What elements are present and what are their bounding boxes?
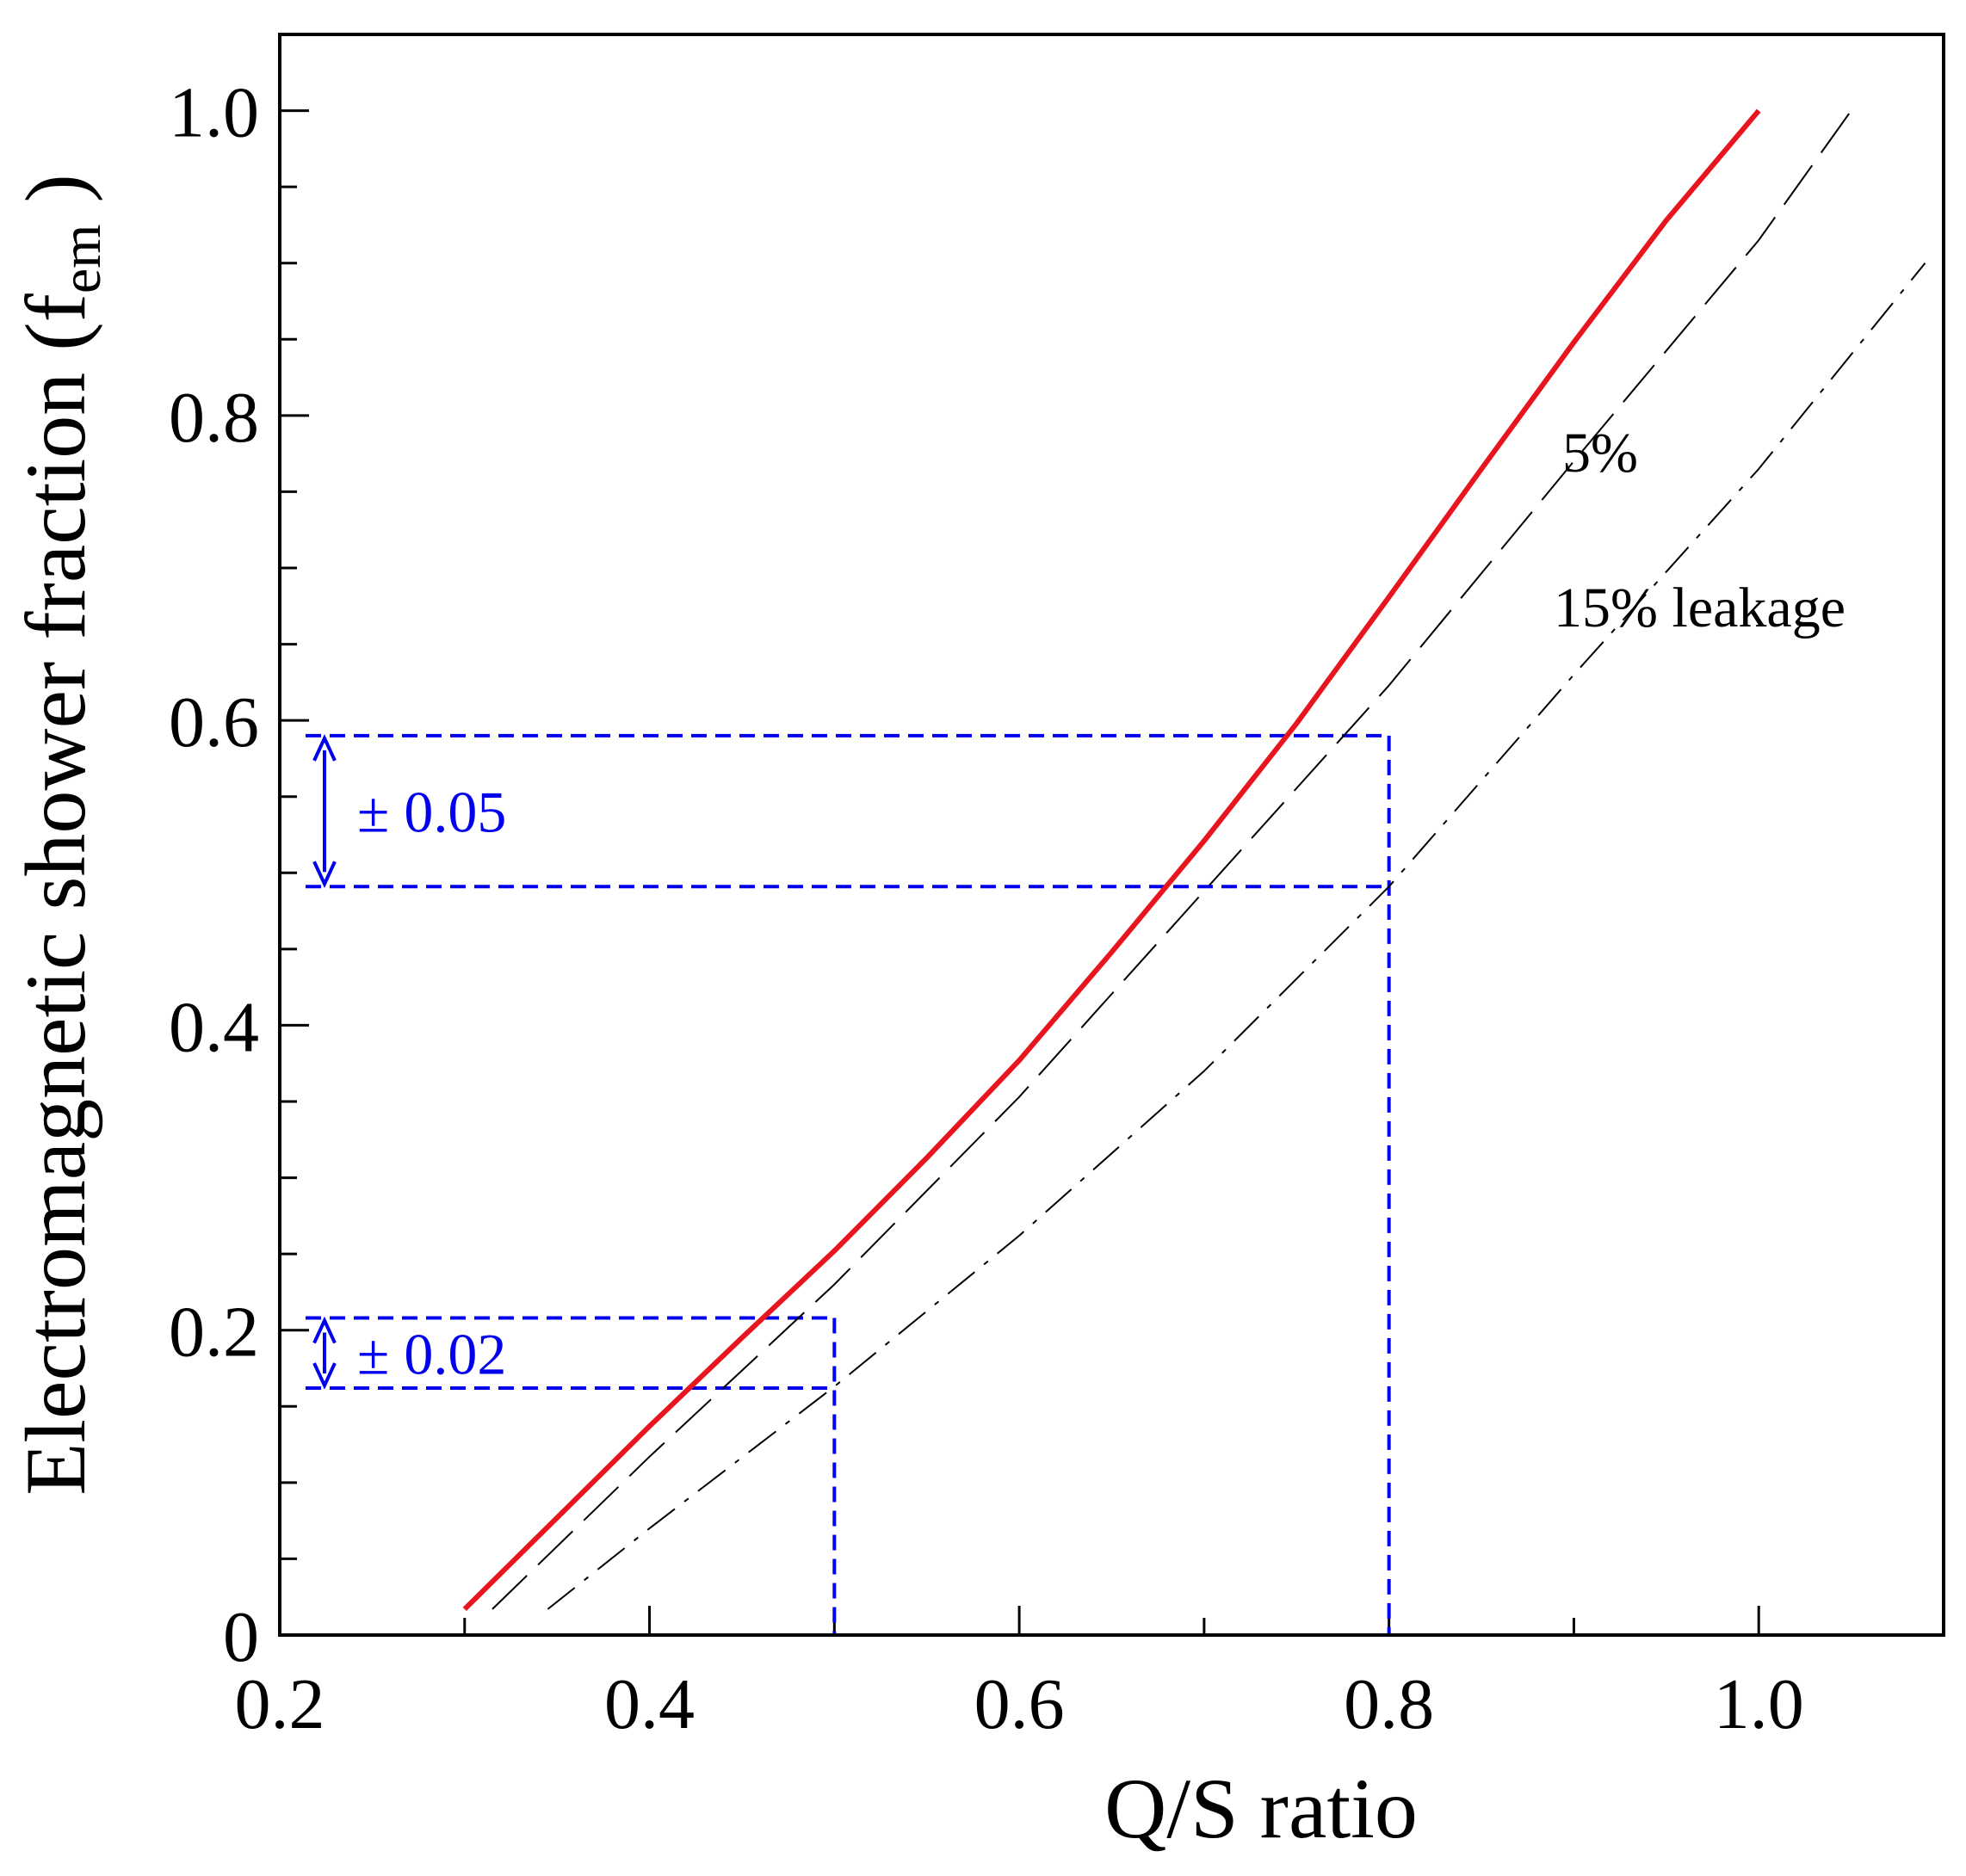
y-tick-label: 0.8: [169, 378, 259, 458]
tick-labels: 0.2 0.4 0.6 0.8 1.000.20.40.60.81.0: [169, 73, 1804, 1744]
y-axis-title-symbol: f: [8, 293, 103, 322]
y-tick-label: 0.2: [169, 1293, 259, 1373]
y-tick-label: 0.6: [169, 682, 259, 762]
x-tick-label: 1.0: [1714, 1664, 1804, 1744]
y-tick-label: 0: [223, 1597, 259, 1677]
band-low-arrow-head-up: [312, 1316, 337, 1344]
y-axis-title-subscript: em: [50, 225, 113, 294]
x-tick-label: 0.4: [604, 1664, 695, 1744]
x-axis-title: Q/S ratio: [1104, 1761, 1418, 1856]
y-tick-label: 0.4: [169, 987, 259, 1067]
annotation-lines: [306, 733, 1391, 1635]
series-lines: [462, 108, 1926, 1612]
curve-label-15: 15% leakage: [1554, 577, 1845, 639]
series-line-15pct: [547, 262, 1926, 1610]
band-high-arrow-head-up: [312, 734, 337, 762]
band-low-arrow-head-down: [312, 1362, 337, 1390]
band-low-label: ± 0.02: [357, 1321, 506, 1386]
y-tick-label: 1.0: [169, 73, 259, 153]
plot-frame: [278, 33, 1945, 1637]
annotation-arrows: [312, 734, 337, 1390]
curve-label-5: 5%: [1562, 422, 1638, 484]
series-line-main: [462, 108, 1761, 1612]
y-axis-title: Electromagnetic shower fraction (fem ): [8, 174, 113, 1496]
band-high-label: ± 0.05: [357, 780, 506, 845]
x-tick-label: 0.6: [974, 1664, 1065, 1744]
axis-ticks: [278, 33, 1945, 1637]
y-axis-title-paren-close: ): [8, 174, 103, 224]
y-axis-title-main: Electromagnetic shower fraction: [8, 373, 103, 1496]
band-high-arrow-head-down: [312, 861, 337, 889]
x-tick-label: 0.2: [235, 1664, 325, 1744]
x-tick-label: 0.8: [1344, 1664, 1434, 1744]
y-axis-title-paren-open: (: [8, 322, 103, 372]
